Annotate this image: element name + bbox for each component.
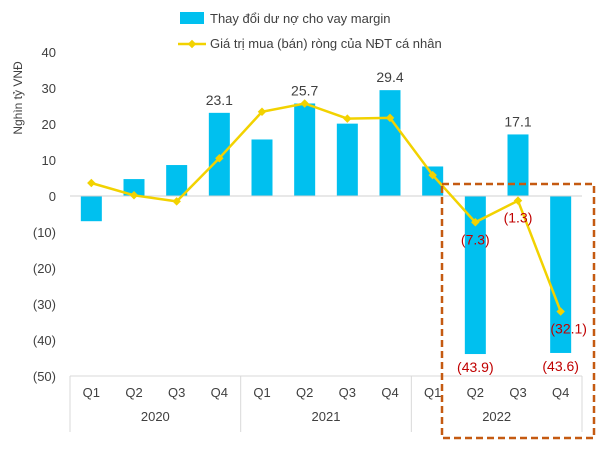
y-tick-label: 10 (42, 153, 56, 168)
legend-line-marker (187, 39, 197, 49)
data-label: (32.1) (550, 321, 587, 337)
y-tick-label: (40) (33, 333, 56, 348)
highlight-box (440, 182, 596, 440)
bar (166, 165, 188, 196)
data-label: 17.1 (504, 113, 531, 129)
y-tick-label: 20 (42, 117, 56, 132)
x-tick-label: Q4 (381, 385, 398, 400)
line-point (129, 191, 139, 200)
bar (294, 103, 316, 196)
x-tick-label: Q4 (552, 385, 569, 400)
line-point (300, 99, 309, 108)
bar (464, 196, 486, 355)
bar (422, 166, 444, 196)
line-point (556, 307, 565, 316)
y-axis-label: Nghìn tỷ VNĐ (11, 61, 25, 135)
x-tick-label: Q2 (467, 385, 484, 400)
x-tick-label: Q1 (424, 385, 441, 400)
line-point (513, 196, 523, 205)
data-label: (1.3) (504, 210, 533, 226)
year-group-label: 2020 (141, 409, 170, 424)
x-tick-label: Q3 (168, 385, 185, 400)
data-label: 25.7 (291, 82, 318, 98)
year-group-label: 2021 (312, 409, 341, 424)
bar (80, 196, 102, 222)
x-tick-label: Q3 (509, 385, 526, 400)
bar (251, 139, 273, 196)
year-group-label: 2022 (482, 409, 511, 424)
data-label: (43.6) (542, 358, 579, 374)
y-tick-label: (50) (33, 369, 56, 384)
data-label: 29.4 (376, 69, 403, 85)
y-tick-label: (10) (33, 225, 56, 240)
line-point (172, 197, 181, 206)
line-point (257, 107, 267, 117)
y-tick-label: (30) (33, 297, 56, 312)
line-point (215, 153, 224, 163)
legend-label-bars: Thay đổi dư nợ cho vay margin (210, 11, 391, 26)
legend: Thay đổi dư nợ cho vay margin Giá trị mu… (178, 11, 442, 51)
data-label: 23.1 (206, 92, 233, 108)
bar (123, 179, 145, 196)
legend-bar-swatch (180, 12, 204, 24)
plot-area: 40 30 20 10 0 (10) (20) (30) (40) (50) Q1 Q2 Q3 Q4 Q1 Q… (33, 45, 596, 440)
line-point (87, 178, 96, 188)
line-point (471, 218, 480, 227)
line-series (90, 102, 562, 313)
x-tick-label: Q3 (339, 385, 356, 400)
bar (550, 196, 572, 353)
y-tick-label: 30 (42, 81, 56, 96)
bar (507, 134, 529, 196)
x-tick-label: Q1 (253, 385, 270, 400)
x-tick-label: Q2 (296, 385, 313, 400)
data-label: (7.3) (461, 231, 490, 247)
data-label: (43.9) (457, 359, 494, 375)
x-tick-label: Q2 (125, 385, 142, 400)
line-point (428, 170, 437, 180)
line-point (385, 113, 395, 123)
x-tick-label: Q4 (211, 385, 228, 400)
y-tick-label: (20) (33, 261, 56, 276)
line-point (343, 114, 352, 123)
y-tick-label: 40 (42, 45, 56, 60)
bar (379, 90, 401, 196)
x-tick-label: Q1 (83, 385, 100, 400)
bar (336, 123, 358, 196)
y-tick-label: 0 (49, 189, 56, 204)
legend-label-line: Giá trị mua (bán) ròng của NĐT cá nhân (210, 36, 442, 51)
